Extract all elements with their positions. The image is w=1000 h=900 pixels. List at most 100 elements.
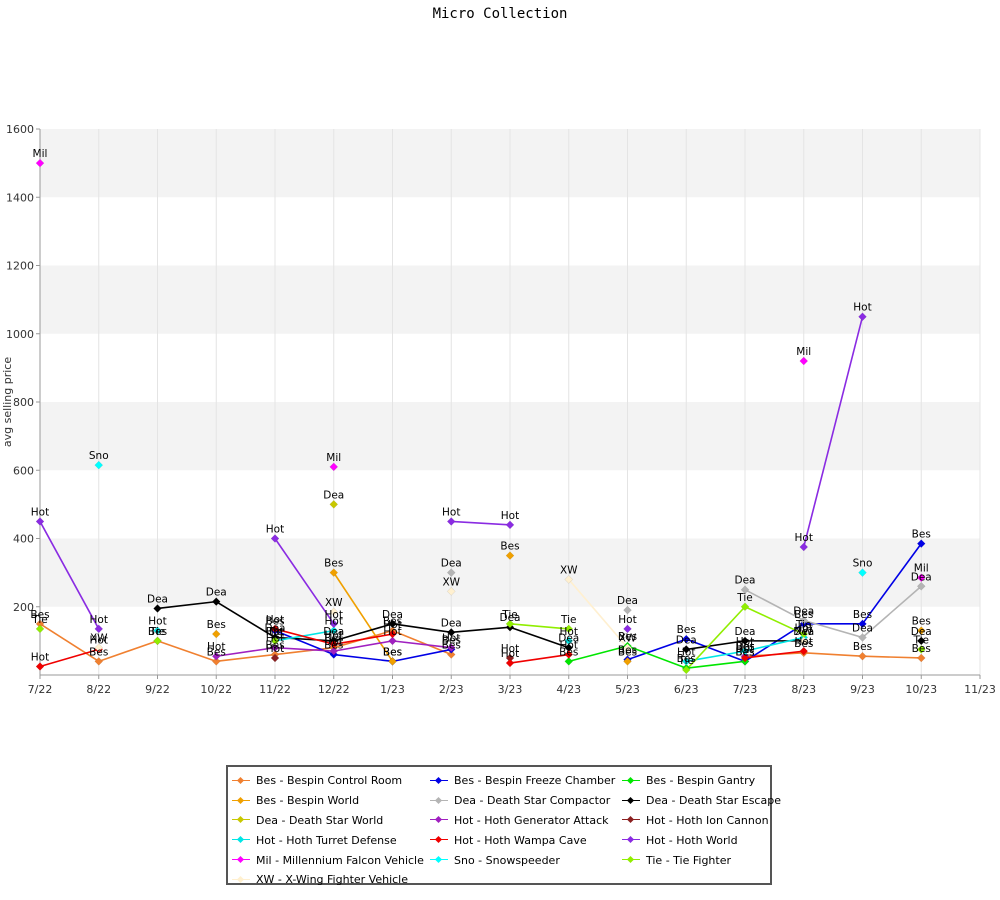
data-point — [740, 602, 750, 612]
data-label: Hot — [266, 626, 284, 638]
data-point — [329, 462, 339, 472]
data-point — [388, 619, 397, 629]
data-point — [35, 662, 45, 671]
legend-entry: Dea - Death Star World — [232, 812, 430, 830]
data-label: Mil — [796, 346, 811, 358]
legend-label: Bes - Bespin Freeze Chamber — [454, 774, 616, 788]
x-tick-label: 1/23 — [380, 683, 405, 696]
legend-swatch — [430, 815, 448, 825]
data-label: Hot — [442, 506, 460, 518]
legend-label: XW - X-Wing Fighter Vehicle — [256, 873, 409, 887]
legend-swatch — [232, 875, 250, 885]
y-axis-label: avg selling price — [1, 357, 14, 447]
x-tick-label: 10/23 — [905, 683, 937, 696]
data-label: Hot — [677, 646, 695, 658]
series-lines — [39, 316, 922, 671]
data-point — [35, 517, 45, 526]
series-line-segment — [157, 640, 217, 663]
data-label: Sno — [853, 558, 873, 570]
data-label: Bes — [677, 653, 696, 665]
legend-swatch — [622, 776, 640, 786]
data-label: Hot — [31, 506, 49, 518]
legend-entry: Hot - Hoth Generator Attack — [430, 812, 622, 830]
data-label: Mil — [914, 563, 929, 575]
data-label: Dea — [441, 617, 462, 629]
data-point — [799, 636, 809, 646]
data-point — [681, 645, 691, 654]
legend-swatch — [430, 796, 448, 806]
legend-label: Dea - Death Star Escape — [646, 794, 781, 808]
data-label: Bes — [853, 609, 872, 621]
data-label: Dea — [676, 634, 697, 646]
data-label: Hot — [383, 626, 401, 638]
data-label: Hot — [383, 619, 401, 631]
data-point — [564, 656, 574, 666]
legend-entry: Tie - Tie Fighter — [622, 851, 762, 869]
data-label: Dea — [441, 558, 462, 570]
series-line-segment — [803, 619, 863, 639]
data-point — [329, 568, 339, 577]
data-point — [446, 517, 456, 526]
data-label: Hot — [795, 636, 813, 648]
data-label: Dea — [206, 587, 227, 599]
series-line-segment — [802, 316, 864, 548]
data-label: Tie — [736, 592, 752, 604]
data-label: Dea — [265, 622, 286, 634]
data-label: Bes — [618, 631, 637, 643]
data-label: Hot — [795, 622, 813, 634]
data-point — [916, 653, 926, 663]
data-label: Bes — [207, 646, 226, 658]
data-point — [270, 624, 280, 634]
data-point — [564, 624, 574, 634]
data-label: Dea — [735, 626, 756, 638]
data-point — [270, 636, 280, 646]
data-point — [153, 626, 162, 635]
series-line-segment — [568, 578, 629, 649]
data-point — [446, 568, 456, 577]
legend-entry: Hot - Hoth Wampa Cave — [430, 831, 622, 849]
series-line-segment — [744, 650, 804, 659]
data-point — [681, 656, 691, 666]
x-tick-label: 10/22 — [200, 683, 232, 696]
data-point — [388, 629, 397, 639]
legend-swatch — [430, 835, 448, 845]
legend-entry: Bes - Bespin World — [232, 792, 430, 810]
legend-entry: Dea - Death Star Escape — [622, 792, 781, 810]
legend-entry: Sno - Snowspeeder — [430, 851, 622, 869]
x-tick-label: 2/23 — [439, 683, 464, 696]
data-point — [329, 626, 339, 635]
data-label: XW — [325, 597, 343, 609]
data-point — [916, 645, 926, 654]
data-point — [799, 616, 809, 625]
series-line-segment — [274, 628, 334, 646]
legend-label: Dea - Death Star World — [256, 813, 384, 827]
series-line-segment — [392, 648, 452, 663]
data-point — [329, 500, 339, 509]
data-point — [623, 643, 632, 653]
data-label: XW — [442, 576, 460, 588]
legend-entry: XW - X-Wing Fighter Vehicle — [232, 871, 430, 889]
series-line-segment — [803, 652, 863, 658]
series-line-segment — [685, 606, 746, 671]
data-label: Dea — [911, 626, 932, 638]
x-axis-ticks: 7/22 8/22 9/22 10/22 11/22 12/22 1/23 2/23 3/23 4… — [28, 675, 996, 696]
data-point — [35, 158, 45, 168]
data-label: Hot — [325, 636, 343, 648]
legend-entry: Bes - Bespin Gantry — [622, 772, 762, 790]
data-point — [505, 658, 515, 668]
data-point — [564, 575, 574, 584]
series-line-segment — [333, 572, 394, 662]
series-line-segment — [627, 645, 687, 669]
data-label: Tie — [795, 619, 811, 631]
series-line-segment — [392, 623, 452, 634]
data-label: Dea — [617, 595, 638, 607]
data-label: Dea — [500, 612, 521, 624]
legend-label: Bes - Bespin Gantry — [646, 774, 756, 788]
data-label: Bes — [30, 609, 49, 621]
data-label: Tie — [149, 626, 165, 638]
data-label: Hot — [736, 641, 754, 653]
data-point — [916, 636, 926, 646]
data-point — [329, 607, 339, 617]
data-label: Hot — [325, 616, 343, 628]
y-tick-label: 600 — [13, 464, 34, 477]
